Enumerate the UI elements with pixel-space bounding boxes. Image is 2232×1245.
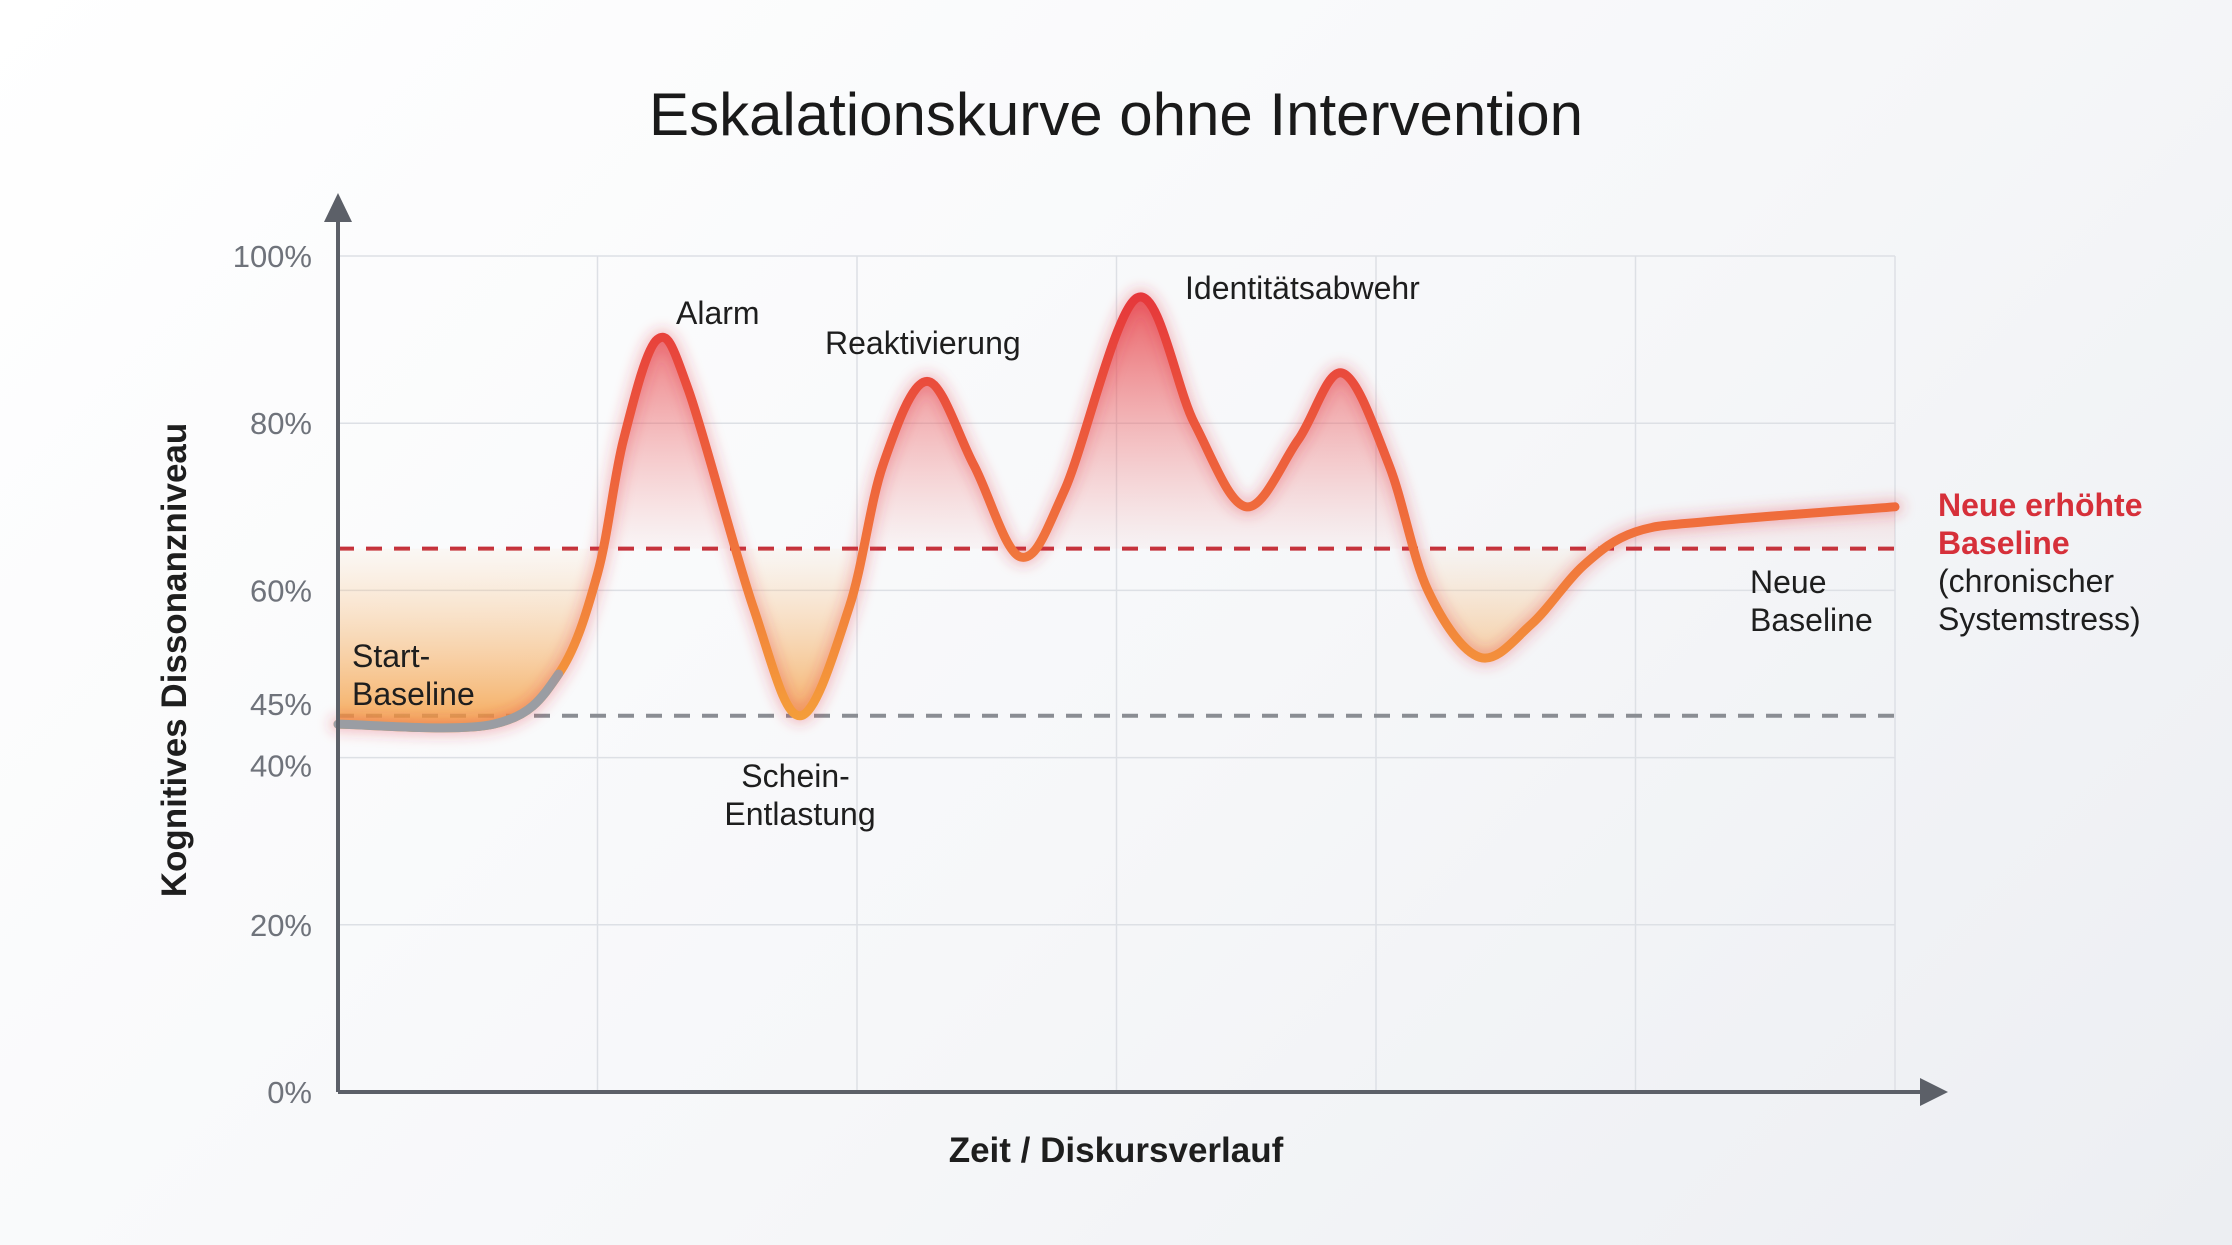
- y-tick-label: 45%: [250, 687, 312, 722]
- annotation-schein-entlastung: Schein- Entlastung: [724, 758, 875, 832]
- annotation-chronischer-systemstress: (chronischer Systemstress): [1938, 563, 2141, 637]
- annotation-alarm: Alarm: [676, 295, 760, 331]
- annotation-start-line2: Baseline: [352, 676, 475, 712]
- annotation-neue-line1: Neue: [1750, 564, 1827, 600]
- fill-above-group: [603, 297, 1895, 549]
- y-tick-label: 100%: [233, 239, 312, 274]
- x-axis-title: Zeit / Diskursverlauf: [949, 1131, 1284, 1170]
- series-line: [329, 288, 1904, 737]
- annotation-neue-erhoehte-baseline: Neue erhöhte Baseline: [1938, 487, 2151, 561]
- annotation-schein-line1: Schein-: [741, 758, 850, 794]
- x-axis-arrow: [1920, 1078, 1948, 1106]
- annotation-start-line1: Start-: [352, 638, 430, 674]
- annotation-chronisch-line2: Systemstress): [1938, 601, 2141, 637]
- chart-title: Eskalationskurve ohne Intervention: [649, 81, 1583, 148]
- annotation-neue-line2: Baseline: [1750, 602, 1873, 638]
- fill-above-inner: [603, 297, 1895, 549]
- y-tick-label: 20%: [250, 908, 312, 943]
- annotation-chronisch-line1: (chronischer: [1938, 563, 2114, 599]
- y-tick-label: 0%: [267, 1075, 312, 1110]
- fill-mask-start: [0, 0, 585, 1245]
- series-line-main: [333, 292, 1900, 733]
- y-tick-label: 40%: [250, 749, 312, 784]
- annotation-erhoehte-line2: Baseline: [1938, 525, 2070, 561]
- annotation-reaktivierung: Reaktivierung: [825, 325, 1021, 361]
- y-axis-arrow: [324, 193, 352, 222]
- y-tick-label: 80%: [250, 406, 312, 441]
- y-tick-labels: 0% 20% 40% 45% 60% 80% 100%: [233, 239, 312, 1110]
- series-line-start-baseline: [333, 669, 564, 733]
- fill-above-baseline: [603, 297, 1895, 549]
- y-tick-label: 60%: [250, 573, 312, 608]
- annotation-erhoehte-line1: Neue erhöhte: [1938, 487, 2142, 523]
- fill-below-baseline: [338, 548, 1895, 728]
- axes: [324, 193, 1948, 1106]
- annotation-identitaetsabwehr: Identitätsabwehr: [1185, 270, 1420, 306]
- fill-below-group: [338, 548, 1895, 728]
- annotation-neue-baseline: Neue Baseline: [1750, 564, 1873, 638]
- y-axis-title: Kognitives Dissonanzniveau: [155, 423, 194, 898]
- area-fills: [0, 0, 1895, 1245]
- annotation-schein-line2: Entlastung: [724, 796, 875, 832]
- annotation-start-baseline: Start- Baseline: [352, 638, 475, 712]
